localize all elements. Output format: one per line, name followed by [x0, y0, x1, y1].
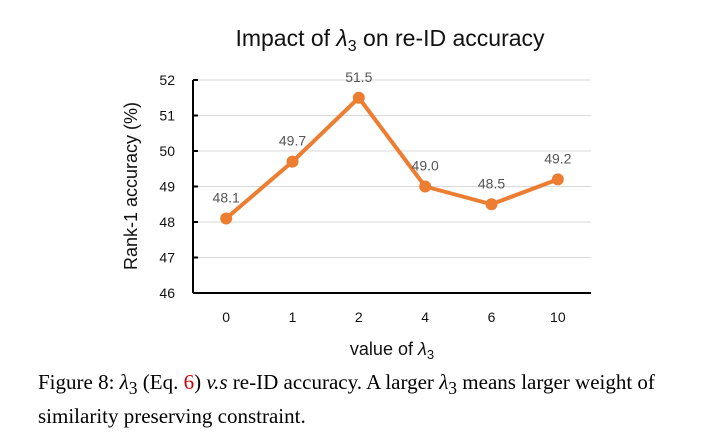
grid-lines [193, 79, 591, 294]
data-points [220, 91, 564, 225]
lambda-symbol: λ [119, 370, 129, 394]
data-point [551, 173, 564, 186]
caption-text-1: (Eq. [137, 370, 184, 394]
y-tick-label: 49 [159, 179, 175, 195]
data-point [419, 180, 432, 193]
data-point [485, 198, 498, 211]
data-label: 51.5 [345, 69, 372, 85]
data-label: 49.7 [279, 133, 306, 149]
data-label: 49.2 [544, 150, 571, 166]
equation-ref-link[interactable]: 6 [183, 370, 195, 394]
data-point [220, 212, 233, 225]
x-tick-label: 1 [289, 309, 297, 325]
caption-text-3: re-ID accuracy. A larger [227, 370, 440, 394]
chart: Impact of λ3 on re-ID accuracy 464748495… [121, 25, 591, 360]
versus-text: v.s [206, 370, 228, 394]
data-point [352, 91, 365, 104]
caption-text-4: means larger weight of similarity preser… [38, 370, 655, 429]
y-tick-labels: 46 47 48 49 50 51 52 [159, 72, 175, 301]
data-label: 48.5 [478, 175, 505, 191]
x-tick-label: 2 [355, 309, 363, 325]
data-point [286, 155, 299, 168]
figure-label: Figure 8: [38, 370, 120, 394]
y-tick-label: 51 [159, 108, 175, 124]
data-label: 49.0 [412, 158, 439, 174]
y-tick-label: 52 [159, 72, 175, 88]
y-tick-label: 47 [159, 250, 175, 266]
y-axis-title: Rank-1 accuracy (%) [121, 102, 141, 270]
y-tick-label: 48 [159, 214, 175, 230]
y-tick-label: 50 [159, 143, 175, 159]
chart-title: Impact of λ3 on re-ID accuracy [235, 25, 545, 55]
x-tick-labels: 0 1 2 4 6 10 [222, 309, 566, 325]
lambda-subscript-2: 3 [448, 378, 458, 399]
x-axis-title: value of λ3 [350, 339, 434, 360]
caption-text-2: ) [194, 370, 207, 394]
x-tick-label: 10 [550, 309, 566, 325]
data-labels: 48.1 49.7 51.5 49.0 48.5 49.2 [213, 69, 572, 206]
x-tick-label: 0 [222, 309, 230, 325]
lambda-subscript: 3 [128, 378, 138, 399]
x-tick-label: 4 [421, 309, 429, 325]
y-tick-label: 46 [159, 285, 175, 301]
data-label: 48.1 [213, 189, 240, 205]
lambda-symbol-2: λ [439, 370, 449, 394]
x-tick-label: 6 [488, 309, 496, 325]
series-line [224, 95, 559, 220]
figure-caption: Figure 8: λ3 (Eq. 6) v.s re-ID accuracy.… [38, 368, 698, 430]
